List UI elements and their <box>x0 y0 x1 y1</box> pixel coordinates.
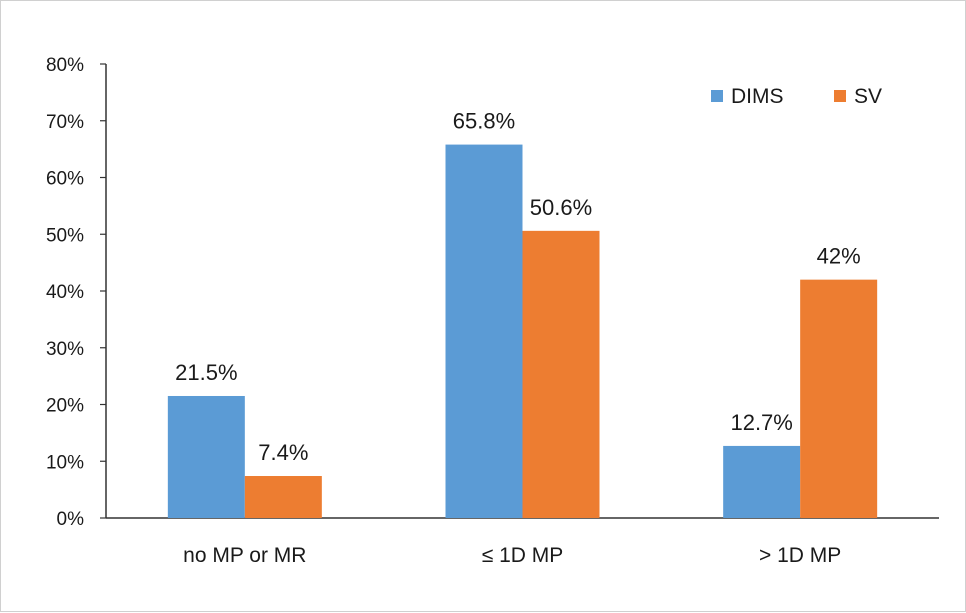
data-label-dims-2: 12.7% <box>730 410 792 435</box>
legend: DIMS SV <box>711 85 882 108</box>
data-label-dims-1: 65.8% <box>453 109 515 134</box>
x-category-label: no MP or MR <box>183 544 306 567</box>
y-tick-label: 20% <box>46 396 84 417</box>
y-tick-label: 50% <box>46 225 84 246</box>
y-tick-label: 10% <box>46 452 84 473</box>
data-labels: 21.5% 7.4% 65.8% 50.6% 12.7% 42% <box>175 109 861 465</box>
y-tick-label: 30% <box>46 339 84 360</box>
data-label-sv-2: 42% <box>817 244 861 269</box>
data-label-dims-0: 21.5% <box>175 360 237 385</box>
y-tick-label: 80% <box>46 55 84 76</box>
bar-sv-2 <box>800 279 878 518</box>
bars <box>167 144 878 518</box>
y-tick-label: 70% <box>46 112 84 133</box>
bar-dims-2 <box>723 445 801 518</box>
y-tick-label: 60% <box>46 169 84 190</box>
legend-swatch-sv <box>834 90 846 102</box>
y-axis: 0% 10% 20% 30% 40% 50% 60% 70% 80% <box>46 55 107 530</box>
x-category-label: ≤ 1D MP <box>482 544 564 567</box>
legend-label-dims: DIMS <box>731 85 784 108</box>
bar-dims-0 <box>167 395 245 518</box>
bar-sv-0 <box>244 476 322 518</box>
x-axis: no MP or MR ≤ 1D MP > 1D MP <box>106 517 939 567</box>
data-label-sv-0: 7.4% <box>258 440 308 465</box>
legend-swatch-dims <box>711 90 723 102</box>
legend-label-sv: SV <box>854 85 882 108</box>
y-tick-label: 40% <box>46 282 84 303</box>
x-category-label: > 1D MP <box>759 544 841 567</box>
data-label-sv-1: 50.6% <box>530 195 592 220</box>
bar-sv-1 <box>522 230 600 518</box>
y-tick-label: 0% <box>57 509 85 530</box>
bar-dims-1 <box>445 144 523 518</box>
